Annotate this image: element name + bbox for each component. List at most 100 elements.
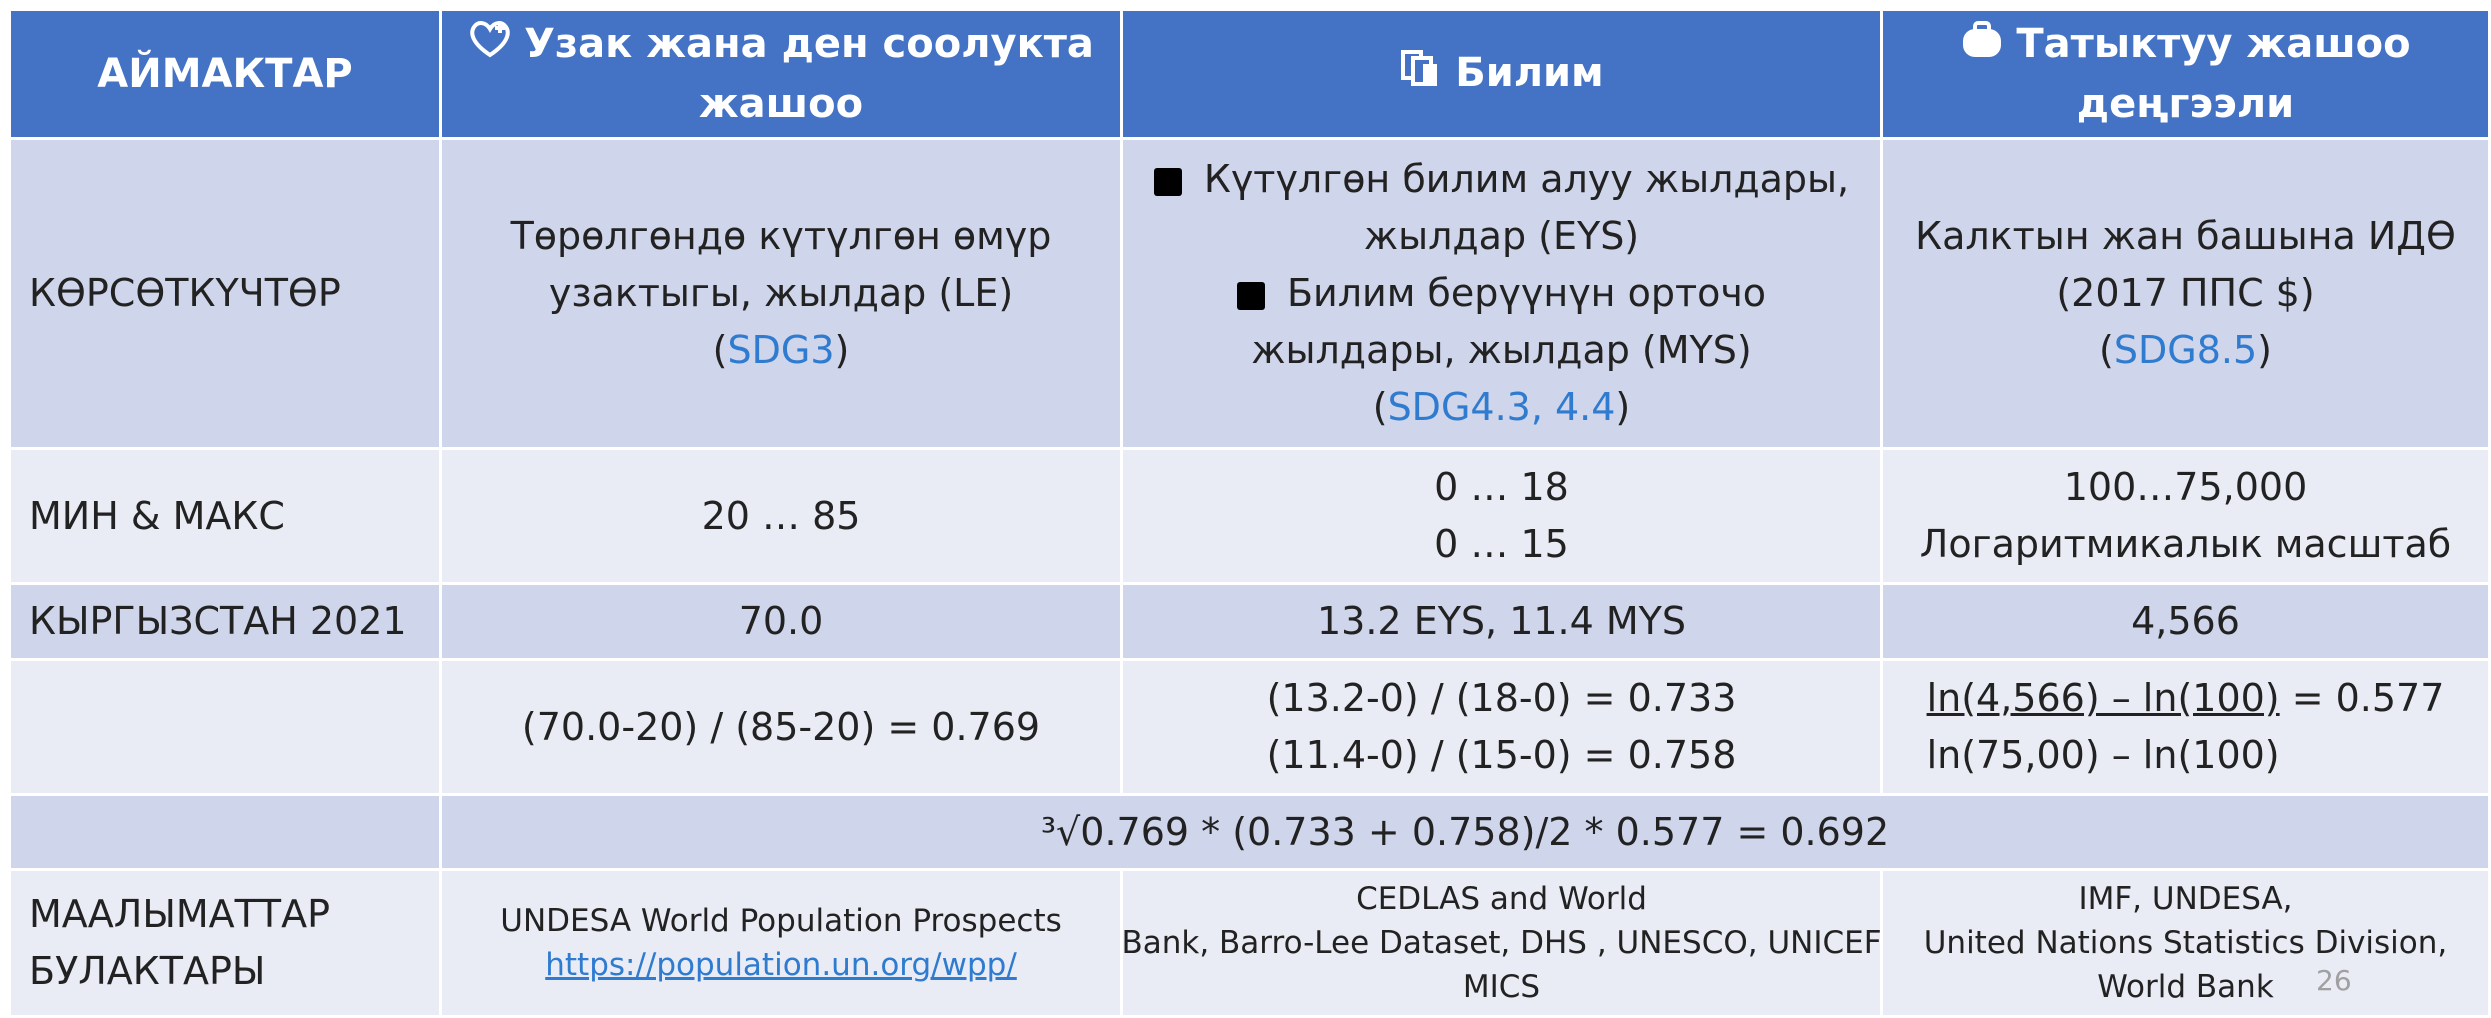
sdg-link: SDG4.3, 4.4 [1387, 385, 1616, 429]
header-icon [1399, 50, 1443, 98]
text: жылдары, жылдар (MYS) [1251, 328, 1752, 372]
text-line: https://population.un.org/wpp/ [545, 943, 1017, 987]
text: (70.0-20) / (85-20) = 0.769 [521, 704, 1041, 749]
text-line: (SDG4.3, 4.4) [1373, 379, 1631, 436]
text-line: Күтүлгөн билим алуу жылдары, [1153, 151, 1850, 208]
header-text: Узак жана ден соолукта [524, 21, 1094, 67]
text: 13.2 EYS, 11.4 MYS [1317, 599, 1686, 643]
header-icon [1960, 21, 2004, 69]
text: ) [834, 328, 850, 372]
text-line: 100…75,000 [2064, 459, 2308, 516]
formula-line: ln(4,566) – ln(100) = 0.577 [1927, 670, 2445, 727]
text: Калктын жан башына ИДӨ [1915, 214, 2456, 258]
text-line: (SDG8.5) [2099, 322, 2272, 379]
label-line: МИН & МАКС [29, 493, 285, 538]
text-line: ³√0.769 * (0.733 + 0.758)/2 * 0.577 = 0.… [1041, 804, 1889, 861]
table-cell: 13.2 EYS, 11.4 MYS [1123, 585, 1883, 661]
row-label [11, 661, 442, 796]
header-text: жашоо [698, 81, 864, 127]
text: Логаритмикалык масштаб [1919, 522, 2452, 566]
formula-denominator: ln(75,00) – ln(100) [1926, 733, 2280, 777]
text-line: 20 … 85 [702, 488, 861, 545]
text-line: узактыгы, жылдар (LE) [549, 265, 1013, 322]
row-label [11, 796, 442, 871]
table-cell: UNDESA World Population Prospects https:/… [442, 871, 1123, 1018]
text: (11.4-0) / (15-0) = 0.758 [1266, 733, 1737, 777]
text: 100…75,000 [2063, 465, 2308, 509]
table-cell: ln(4,566) – ln(100) = 0.577 ln(75,00) – l… [1883, 661, 2491, 796]
text: 20 … 85 [701, 493, 861, 538]
source-link: https://population.un.org/wpp/ [545, 947, 1017, 983]
bullet-icon [1236, 281, 1265, 310]
table-cell: (13.2-0) / (18-0) = 0.733 (11.4-0) / (15-… [1123, 661, 1883, 796]
sdg-link: SDG8.5 [2113, 328, 2258, 372]
text-line: (70.0-20) / (85-20) = 0.769 [522, 699, 1040, 756]
header-cell: Узак жана ден соолукта жашоо [442, 11, 1123, 140]
label-line: КӨРСӨТКҮЧТӨР [29, 271, 341, 315]
text-line: CEDLAS and World [1356, 877, 1647, 921]
text: Күтүлгөн билим алуу жылдары, [1203, 157, 1850, 201]
table-cell: Төрөлгөндө күтүлгөн өмүр узактыгы, жылдар… [442, 140, 1123, 450]
text-line: (SDG3) [713, 322, 850, 379]
label-line: БУЛАКТАРЫ [29, 949, 266, 993]
table-cell: ³√0.769 * (0.733 + 0.758)/2 * 0.577 = 0.… [442, 796, 2491, 871]
header-text: АЙМАКТАР [97, 51, 353, 97]
text-line: United Nations Statistics Division, [1924, 921, 2448, 965]
text: (13.2-0) / (18-0) = 0.733 [1266, 676, 1737, 720]
table-cell: 20 … 85 [442, 450, 1123, 585]
text-line: Логаритмикалык масштаб [1920, 516, 2451, 573]
header-line: Билим [1399, 44, 1604, 104]
text: IMF, UNDESA, [2078, 881, 2293, 917]
text: Bank, Barro-Lee Dataset, DHS , UNESCO, U… [1121, 925, 1882, 961]
header-icon [468, 21, 512, 69]
text: ( [2099, 328, 2114, 372]
header-cell: АЙМАКТАР [11, 11, 442, 140]
formula-line: ln(75,00) – ln(100) [1927, 727, 2445, 784]
table-cell: (70.0-20) / (85-20) = 0.769 [442, 661, 1123, 796]
text: United Nations Statistics Division, [1923, 925, 2448, 961]
text-line: IMF, UNDESA, [2078, 877, 2292, 921]
text-line: 0 … 15 [1434, 516, 1569, 573]
table-cell: 4,566 [1883, 585, 2491, 661]
header-text: деңгээли [2076, 81, 2295, 127]
text: ³√0.769 * (0.733 + 0.758)/2 * 0.577 = 0.… [1040, 809, 1890, 854]
row-label: КЫРГЫЗСТАН 2021 [11, 585, 442, 661]
label-line: КЫРГЫЗСТАН 2021 [29, 599, 407, 643]
text: ) [1615, 385, 1631, 429]
text: 0 … 15 [1434, 522, 1569, 566]
label-line: МААЛЫМАТТАР [29, 892, 330, 936]
text: жылдар (EYS) [1363, 214, 1640, 258]
text-line: жылдары, жылдар (MYS) [1251, 322, 1751, 379]
header-line: Узак жана ден соолукта [468, 15, 1094, 75]
sdg-link: SDG3 [727, 328, 835, 372]
table-cell: 100…75,000 Логаритмикалык масштаб [1883, 450, 2491, 585]
text-line: (11.4-0) / (15-0) = 0.758 [1267, 727, 1737, 784]
table-cell: Калктын жан башына ИДӨ (2017 ППС $) (SDG8.… [1883, 140, 2491, 450]
text: 0 … 18 [1434, 465, 1569, 509]
text: (2017 ППС $) [2056, 271, 2315, 315]
text: ) [2257, 328, 2272, 372]
formula: ln(4,566) – ln(100) = 0.577 ln(75,00) – l… [1927, 670, 2445, 784]
text: Төрөлгөндө күтүлгөн өмүр [510, 214, 1052, 258]
table-cell: CEDLAS and World Bank, Barro-Lee Dataset,… [1121, 871, 1883, 1018]
text-line: MICS [1463, 965, 1540, 1009]
text-line: 13.2 EYS, 11.4 MYS [1317, 593, 1686, 650]
row-label: КӨРСӨТКҮЧТӨР [11, 140, 442, 450]
text: ( [1372, 385, 1388, 429]
header-text: Билим [1455, 50, 1604, 96]
text-line: (2017 ППС $) [2056, 265, 2314, 322]
header-line: Татыктуу жашоо [1960, 15, 2411, 75]
text-line: Bank, Barro-Lee Dataset, DHS , UNESCO, U… [1121, 921, 1881, 965]
text-line: Билим берүүнүн орточо [1236, 265, 1767, 322]
text: UNDESA World Population Prospects [500, 903, 1062, 939]
text: 70.0 [738, 599, 824, 643]
page-number: 26 [2316, 964, 2352, 997]
formula-result: = 0.577 [2279, 676, 2445, 720]
table-cell: Күтүлгөн билим алуу жылдары, жылдар (EYS)… [1123, 140, 1883, 450]
header-line: деңгээли [2077, 75, 2294, 133]
bullet-icon [1153, 167, 1182, 196]
text: CEDLAS and World [1356, 881, 1647, 917]
text: узактыгы, жылдар (LE) [548, 271, 1014, 315]
text: Билим берүүнүн орточо [1286, 271, 1767, 315]
